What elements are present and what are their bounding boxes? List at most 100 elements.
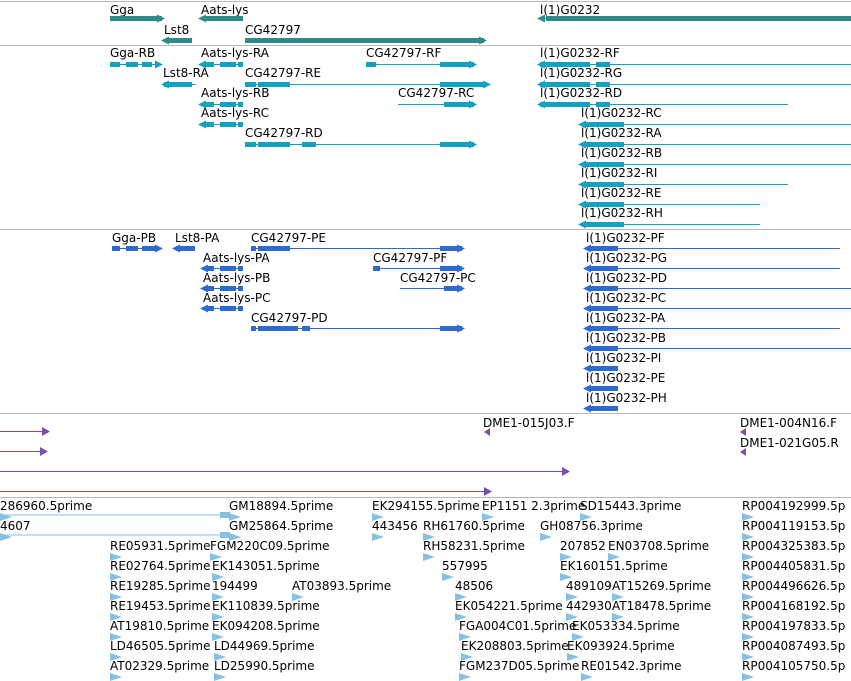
est-glyph[interactable] xyxy=(540,533,556,541)
est-glyph[interactable] xyxy=(581,673,597,681)
transcript-glyph[interactable] xyxy=(241,140,478,149)
est-glyph[interactable] xyxy=(455,613,471,621)
est-glyph[interactable] xyxy=(110,553,126,561)
feature-glyph[interactable] xyxy=(197,14,247,23)
protein-glyph[interactable] xyxy=(108,244,164,253)
est-glyph[interactable] xyxy=(423,553,439,561)
protein-glyph[interactable] xyxy=(582,344,851,353)
est-glyph[interactable] xyxy=(442,573,458,581)
protein-glyph[interactable] xyxy=(582,324,844,333)
est-glyph[interactable] xyxy=(110,633,126,641)
protein-glyph[interactable] xyxy=(396,284,466,293)
feature-glyph[interactable] xyxy=(106,14,166,23)
est-glyph[interactable] xyxy=(742,613,758,621)
est-glyph[interactable] xyxy=(572,633,588,641)
est-glyph[interactable] xyxy=(608,553,624,561)
est-glyph[interactable] xyxy=(110,573,126,581)
protein-glyph[interactable] xyxy=(582,244,844,253)
est-glyph[interactable] xyxy=(742,593,758,601)
clone-glyph[interactable] xyxy=(0,447,50,456)
est-glyph[interactable] xyxy=(229,513,245,521)
feature-glyph[interactable] xyxy=(241,36,488,45)
est-glyph[interactable] xyxy=(423,533,439,541)
feature-glyph[interactable] xyxy=(160,36,196,45)
clone-glyph[interactable] xyxy=(0,487,494,496)
est-glyph[interactable] xyxy=(742,573,758,581)
protein-glyph[interactable] xyxy=(582,284,851,293)
est-glyph[interactable] xyxy=(560,553,576,561)
feature-glyph[interactable] xyxy=(536,14,851,23)
est-glyph[interactable] xyxy=(566,613,582,621)
est-glyph[interactable] xyxy=(212,613,228,621)
protein-glyph[interactable] xyxy=(199,264,247,273)
transcript-glyph[interactable] xyxy=(536,60,851,69)
transcript-glyph[interactable] xyxy=(362,60,478,69)
protein-glyph[interactable] xyxy=(582,264,844,273)
transcript-glyph[interactable] xyxy=(106,60,164,69)
protein-glyph[interactable] xyxy=(582,384,622,393)
est-glyph[interactable] xyxy=(214,673,230,681)
est-glyph[interactable] xyxy=(110,673,126,681)
est-glyph[interactable] xyxy=(742,653,758,661)
est-glyph[interactable] xyxy=(560,573,576,581)
protein-glyph[interactable] xyxy=(247,244,466,253)
protein-glyph[interactable] xyxy=(582,364,622,373)
protein-glyph[interactable] xyxy=(199,304,247,313)
transcript-glyph[interactable] xyxy=(577,160,851,169)
transcript-glyph[interactable] xyxy=(197,120,247,129)
clone-end-marker[interactable] xyxy=(484,428,492,436)
est-glyph[interactable] xyxy=(212,593,228,601)
est-glyph[interactable] xyxy=(567,653,583,661)
est-glyph[interactable] xyxy=(210,553,226,561)
est-glyph[interactable] xyxy=(110,613,126,621)
est-glyph[interactable] xyxy=(742,533,758,541)
protein-glyph[interactable] xyxy=(199,284,247,293)
est-glyph[interactable] xyxy=(372,513,388,521)
est-glyph[interactable] xyxy=(461,653,477,661)
est-glyph[interactable] xyxy=(580,513,596,521)
transcript-glyph[interactable] xyxy=(160,80,200,89)
transcript-glyph[interactable] xyxy=(197,100,247,109)
est-glyph[interactable] xyxy=(229,533,245,541)
est-glyph[interactable] xyxy=(372,533,388,541)
transcript-glyph[interactable] xyxy=(536,100,792,109)
est-glyph[interactable] xyxy=(455,593,471,601)
est-glyph[interactable] xyxy=(482,513,498,521)
transcript-glyph[interactable] xyxy=(577,200,764,209)
est-glyph[interactable] xyxy=(612,593,628,601)
feature-label: l(1)G0232-RG xyxy=(540,66,623,80)
est-glyph[interactable] xyxy=(110,653,126,661)
protein-glyph[interactable] xyxy=(369,264,466,273)
est-glyph[interactable] xyxy=(566,593,582,601)
est-glyph[interactable] xyxy=(742,673,758,681)
est-glyph[interactable] xyxy=(742,513,758,521)
est-glyph[interactable] xyxy=(459,633,475,641)
est-glyph[interactable] xyxy=(110,593,126,601)
transcript-glyph[interactable] xyxy=(577,140,851,149)
transcript-glyph[interactable] xyxy=(197,60,247,69)
est-glyph[interactable] xyxy=(742,553,758,561)
est-glyph[interactable] xyxy=(292,593,308,601)
transcript-glyph[interactable] xyxy=(536,80,851,89)
est-glyph[interactable] xyxy=(214,653,230,661)
transcript-glyph[interactable] xyxy=(577,180,792,189)
est-glyph[interactable] xyxy=(459,673,475,681)
protein-glyph[interactable] xyxy=(582,304,851,313)
transcript-glyph[interactable] xyxy=(577,220,764,229)
est-glyph[interactable] xyxy=(212,633,228,641)
est-glyph[interactable] xyxy=(0,511,234,519)
est-glyph[interactable] xyxy=(742,633,758,641)
protein-glyph[interactable] xyxy=(171,244,199,253)
protein-glyph[interactable] xyxy=(247,324,466,333)
transcript-glyph[interactable] xyxy=(241,80,492,89)
est-glyph[interactable] xyxy=(212,573,228,581)
transcript-glyph[interactable] xyxy=(394,100,478,109)
transcript-glyph[interactable] xyxy=(577,120,851,129)
est-glyph[interactable] xyxy=(0,531,234,539)
clone-end-marker[interactable] xyxy=(740,428,748,436)
est-glyph[interactable] xyxy=(612,613,628,621)
clone-glyph[interactable] xyxy=(0,467,572,476)
clone-glyph[interactable] xyxy=(0,427,52,436)
clone-end-marker[interactable] xyxy=(740,448,748,456)
protein-glyph[interactable] xyxy=(582,404,622,413)
